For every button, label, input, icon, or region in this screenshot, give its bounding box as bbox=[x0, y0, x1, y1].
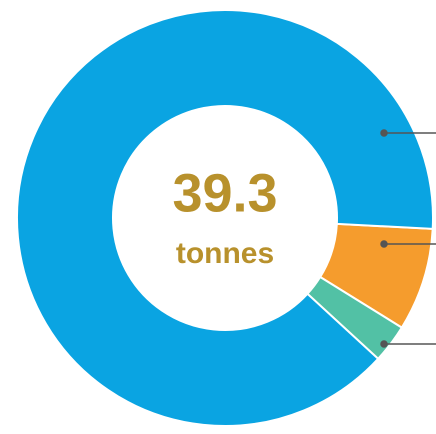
leader-dot bbox=[380, 129, 388, 137]
slice bbox=[16, 9, 434, 427]
slices bbox=[16, 9, 434, 427]
leader-lines bbox=[380, 129, 436, 348]
center-unit: tonnes bbox=[176, 237, 274, 270]
leader-dot bbox=[380, 240, 388, 248]
center-value: 39.3 bbox=[172, 163, 277, 223]
leader-dot bbox=[380, 340, 388, 348]
